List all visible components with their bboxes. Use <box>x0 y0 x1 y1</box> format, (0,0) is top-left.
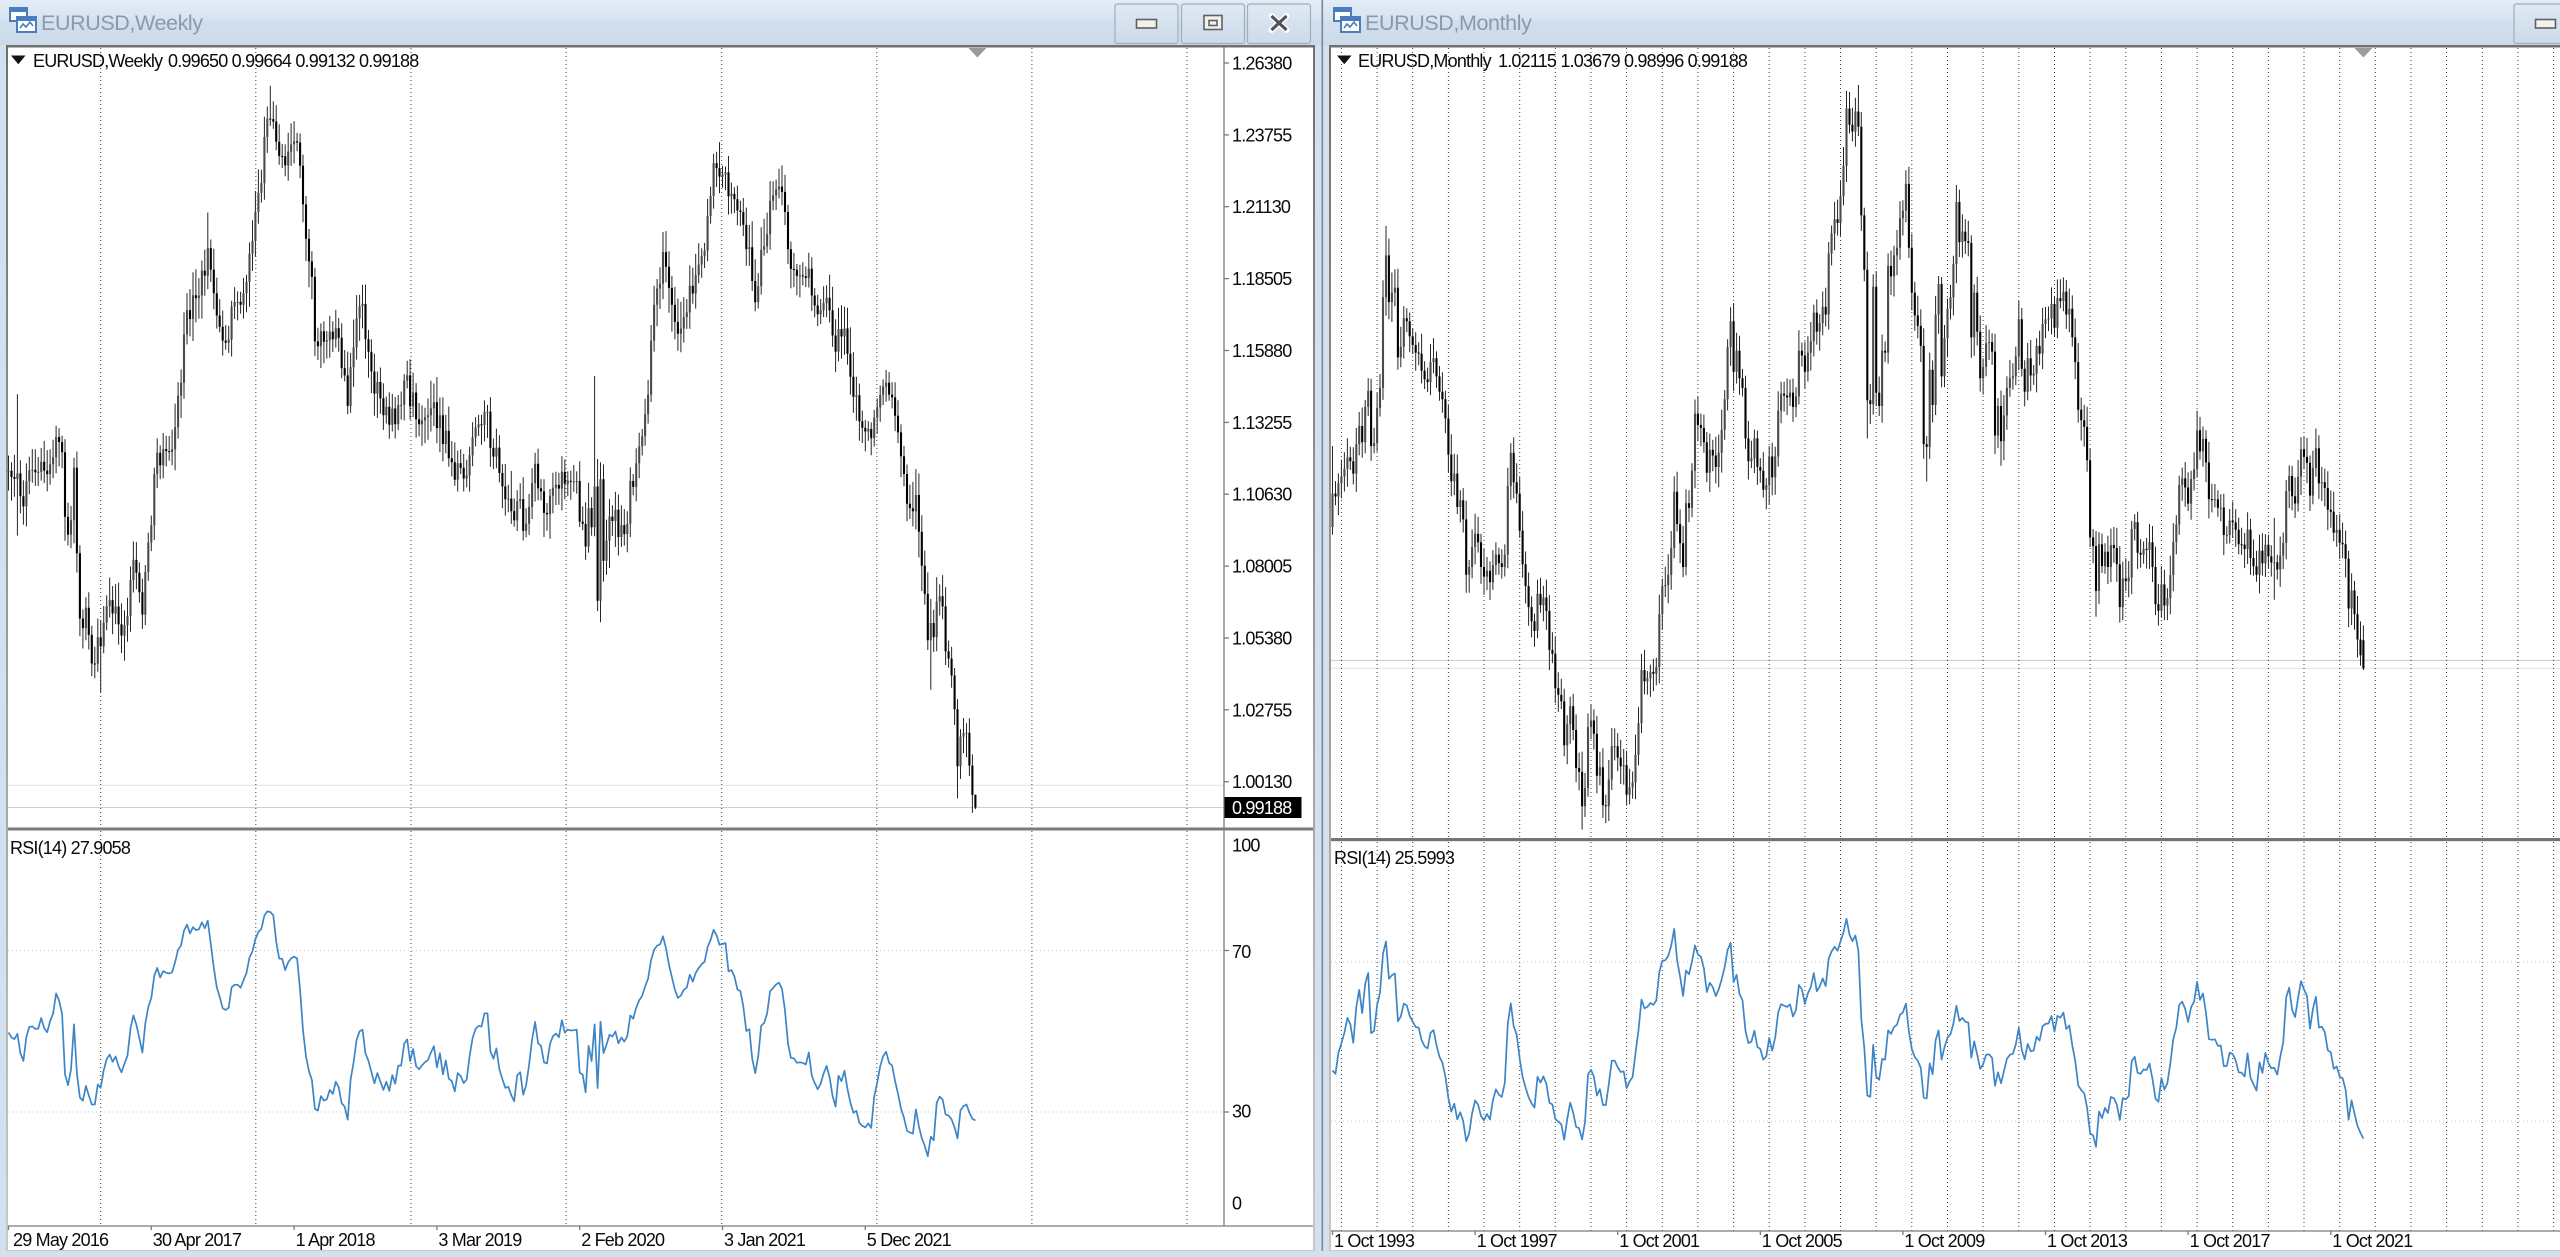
svg-text:0: 0 <box>1232 1194 1242 1214</box>
svg-text:1.18505: 1.18505 <box>1232 269 1292 289</box>
svg-text:1 Oct 2017: 1 Oct 2017 <box>2190 1231 2271 1251</box>
svg-text:1.08005: 1.08005 <box>1232 557 1292 577</box>
svg-text:1 Oct 2013: 1 Oct 2013 <box>2047 1231 2128 1251</box>
svg-text:EURUSD,Monthly: EURUSD,Monthly <box>1358 51 1492 71</box>
svg-text:RSI(14) 25.5993: RSI(14) 25.5993 <box>1334 848 1455 868</box>
svg-text:RSI(14) 27.9058: RSI(14) 27.9058 <box>10 838 131 858</box>
svg-text:1.10630: 1.10630 <box>1232 485 1292 505</box>
svg-text:70: 70 <box>1232 942 1251 962</box>
svg-text:3 Jan 2021: 3 Jan 2021 <box>724 1230 806 1250</box>
svg-text:EURUSD,Monthly: EURUSD,Monthly <box>1365 11 1532 35</box>
svg-text:1.13255: 1.13255 <box>1232 413 1292 433</box>
svg-text:1.21130: 1.21130 <box>1232 197 1291 217</box>
svg-text:EURUSD,Weekly: EURUSD,Weekly <box>41 11 203 35</box>
svg-text:1 Oct 1993: 1 Oct 1993 <box>1334 1231 1415 1251</box>
svg-text:1 Apr 2018: 1 Apr 2018 <box>296 1230 376 1250</box>
svg-text:3 Mar 2019: 3 Mar 2019 <box>438 1230 522 1250</box>
svg-text:1.00130: 1.00130 <box>1232 772 1292 792</box>
svg-text:1 Oct 1997: 1 Oct 1997 <box>1477 1231 1558 1251</box>
svg-text:30 Apr 2017: 30 Apr 2017 <box>153 1230 242 1250</box>
svg-text:0.99188: 0.99188 <box>1232 798 1292 818</box>
svg-text:1.02755: 1.02755 <box>1232 700 1292 720</box>
svg-text:1.05380: 1.05380 <box>1232 629 1292 649</box>
svg-text:2 Feb 2020: 2 Feb 2020 <box>581 1230 665 1250</box>
svg-text:5 Dec 2021: 5 Dec 2021 <box>867 1230 952 1250</box>
svg-text:1.26380: 1.26380 <box>1232 54 1292 74</box>
svg-text:100: 100 <box>1232 836 1260 856</box>
svg-text:1.15880: 1.15880 <box>1232 341 1292 361</box>
svg-text:EURUSD,Weekly: EURUSD,Weekly <box>33 51 163 71</box>
svg-text:1.02115 1.03679 0.98996 0.9918: 1.02115 1.03679 0.98996 0.99188 <box>1498 51 1748 71</box>
svg-text:1 Oct 2005: 1 Oct 2005 <box>1762 1231 1843 1251</box>
svg-text:1 Oct 2009: 1 Oct 2009 <box>1904 1231 1985 1251</box>
svg-text:1 Oct 2001: 1 Oct 2001 <box>1619 1231 1700 1251</box>
svg-text:0.99650 0.99664 0.99132 0.9918: 0.99650 0.99664 0.99132 0.99188 <box>168 51 419 71</box>
svg-text:29 May 2016: 29 May 2016 <box>13 1230 109 1250</box>
svg-text:1.23755: 1.23755 <box>1232 125 1292 145</box>
svg-text:30: 30 <box>1232 1102 1251 1122</box>
svg-text:1 Oct 2021: 1 Oct 2021 <box>2332 1231 2413 1251</box>
